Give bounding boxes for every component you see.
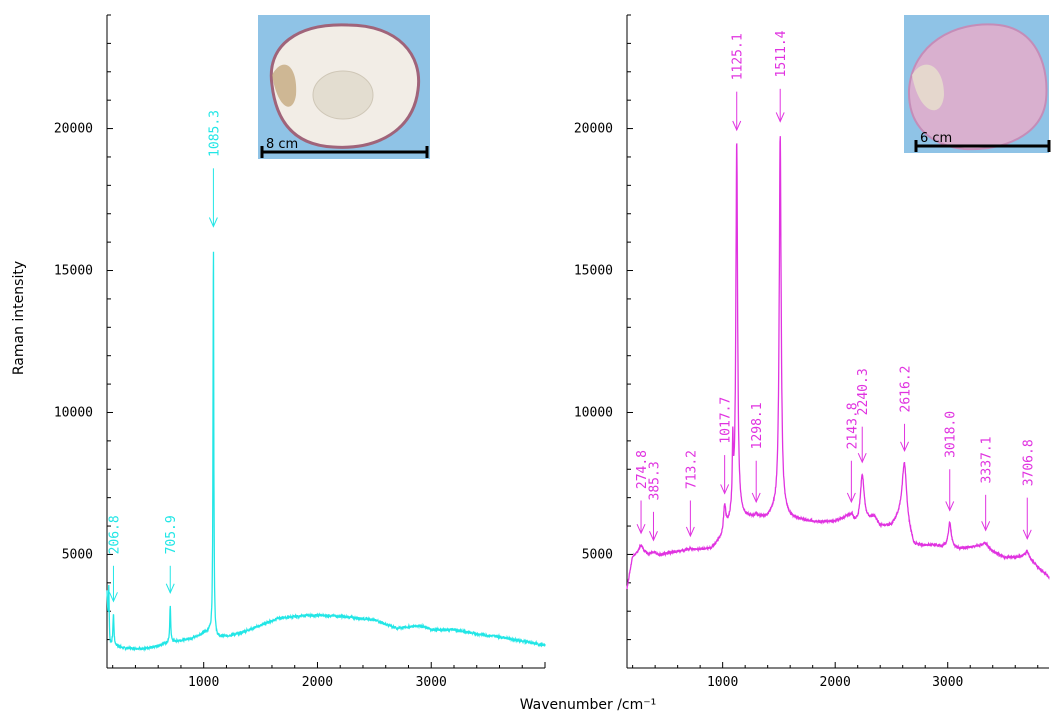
peak-label: 1125.1 — [731, 33, 746, 80]
peak-label: 385.3 — [647, 461, 662, 500]
x-tick-label: 3000 — [932, 675, 963, 690]
peak-label: 3706.8 — [1021, 439, 1036, 486]
y-axis-label: Raman intensity — [11, 261, 27, 375]
peak-label: 3337.1 — [980, 436, 995, 483]
peak-label: 2616.2 — [899, 366, 914, 413]
peak-label: 1511.4 — [774, 30, 789, 77]
y-tick-label: 10000 — [574, 405, 613, 420]
x-tick-label: 2000 — [820, 675, 851, 690]
shell-umbo-shape — [912, 64, 944, 111]
y-tick-label: 10000 — [54, 405, 93, 420]
x-tick-label: 2000 — [302, 675, 333, 690]
left-spectrum-panel: 5000 10000 15000 20000 1000 2000 3000 206.8 705.… — [54, 14, 546, 690]
peak-label: 1298.1 — [750, 402, 765, 449]
peak-arrow-head — [775, 112, 785, 123]
scale-bar-label: 8 cm — [266, 137, 298, 152]
peak-label: 1017.7 — [719, 397, 734, 444]
spectrum-line — [106, 251, 546, 653]
peak-arrow-head — [945, 501, 955, 512]
y-tick-label: 20000 — [574, 122, 613, 137]
hinge-shape — [272, 64, 297, 107]
peak-label: 206.8 — [107, 515, 122, 554]
spectrum-line — [626, 136, 1050, 590]
shell-photo-inset: 6 cm — [904, 15, 1051, 153]
x-axis-label: Wavenumber /cm⁻¹ — [520, 697, 657, 713]
peak-arrow-head — [981, 521, 991, 532]
y-tick-label: 15000 — [54, 264, 93, 279]
peak-label: 274.8 — [635, 450, 650, 489]
peak-label: 713.2 — [684, 450, 699, 489]
y-tick-label: 20000 — [54, 122, 93, 137]
x-tick-label: 1000 — [707, 675, 738, 690]
peak-arrow-head — [685, 526, 695, 538]
shell-photo-inset: 8 cm — [258, 15, 430, 159]
peak-arrow-head — [649, 531, 658, 542]
peak-arrow-head — [720, 484, 730, 495]
y-tick-label: 5000 — [582, 547, 613, 562]
peak-arrow-head — [732, 120, 742, 132]
scallop-shell-shape — [907, 23, 1048, 151]
y-tick-label: 15000 — [574, 264, 613, 279]
peak-label: 1085.3 — [207, 110, 222, 157]
right-spectrum-panel: 5000 10000 15000 20000 1000 2000 3000 274.8385.… — [574, 14, 1051, 690]
scale-bar-label: 6 cm — [920, 131, 952, 146]
peak-arrow-head — [751, 492, 761, 504]
peak-arrow-head — [636, 523, 646, 535]
y-tick-label: 5000 — [62, 547, 93, 562]
peak-arrow-head — [109, 592, 118, 603]
peak-arrow-head — [165, 583, 175, 594]
peak-label: 705.9 — [164, 515, 179, 554]
peak-label: 2143.8 — [845, 402, 860, 449]
peak-arrow-head — [857, 452, 867, 464]
peak-arrow-head — [846, 492, 856, 504]
peak-arrow-head — [1022, 529, 1032, 541]
peak-label: 3018.0 — [944, 411, 959, 458]
x-tick-label: 3000 — [416, 675, 447, 690]
peak-arrow-head — [900, 441, 909, 453]
muscle-scar-shape — [312, 70, 374, 120]
peak-label: 2240.3 — [856, 368, 871, 415]
x-tick-label: 1000 — [188, 675, 219, 690]
peak-arrow-head — [208, 217, 218, 228]
